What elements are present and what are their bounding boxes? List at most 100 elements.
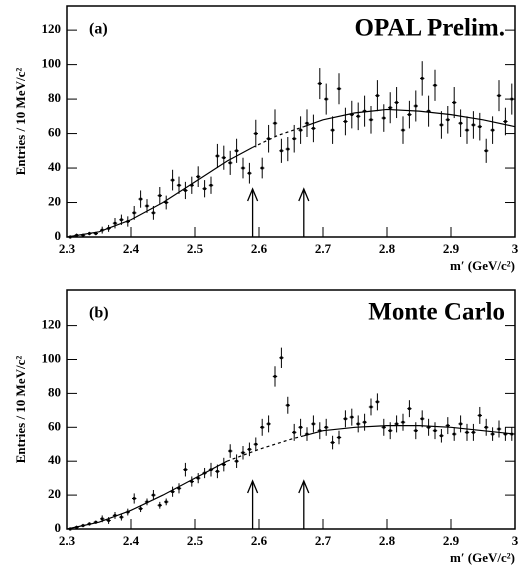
data-point — [331, 128, 334, 132]
data-point — [100, 517, 104, 521]
data-point — [209, 468, 213, 471]
data-point — [427, 425, 430, 429]
data-point — [376, 94, 379, 97]
data-point — [465, 431, 469, 434]
data-point — [209, 183, 213, 187]
data-point — [318, 82, 322, 85]
data-point — [68, 235, 72, 239]
data-point — [401, 128, 405, 132]
x-tick-label: 2.6 — [251, 533, 268, 548]
data-point — [363, 420, 366, 424]
data-point — [107, 519, 110, 522]
data-point — [497, 94, 501, 97]
x-tick-label: 2.4 — [123, 241, 140, 256]
data-point — [235, 459, 238, 463]
arrow-head — [298, 187, 310, 202]
data-point — [222, 463, 226, 466]
data-point — [113, 514, 117, 517]
data-point — [388, 429, 392, 432]
data-point — [184, 468, 187, 471]
y-tick-label: 80 — [48, 90, 61, 105]
data-point — [504, 120, 507, 123]
data-point — [446, 118, 450, 122]
data-point — [248, 448, 251, 451]
data-point — [184, 189, 187, 192]
data-point — [164, 201, 168, 204]
fit-curve — [66, 146, 253, 238]
x-tick-label: 2.5 — [187, 533, 204, 548]
data-point — [113, 221, 117, 225]
data-point — [465, 128, 469, 132]
x-tick-label: 3 — [512, 241, 519, 256]
data-point — [440, 123, 443, 127]
data-point — [88, 232, 91, 235]
data-point — [273, 375, 277, 378]
data-point — [478, 414, 482, 417]
data-point — [318, 429, 322, 432]
x-tick-label: 2.8 — [379, 533, 396, 548]
data-point — [216, 470, 219, 473]
data-point — [452, 432, 456, 436]
data-point — [132, 497, 136, 500]
data-point — [312, 422, 315, 426]
data-point — [228, 449, 232, 453]
data-point — [120, 515, 123, 519]
data-point — [446, 424, 450, 427]
data-point — [433, 429, 437, 432]
data-point — [420, 77, 424, 80]
data-point — [337, 436, 341, 439]
y-tick-label: 0 — [55, 520, 62, 535]
data-point — [350, 113, 354, 116]
data-point — [145, 204, 149, 208]
data-point — [152, 493, 155, 497]
panel-title: Monte Carlo — [368, 299, 505, 326]
data-point — [363, 109, 366, 113]
data-point — [81, 233, 85, 237]
data-point — [324, 425, 328, 429]
data-point — [433, 83, 437, 87]
data-point — [177, 183, 181, 187]
y-tick-label: 120 — [42, 317, 62, 332]
data-point — [158, 194, 162, 197]
data-point — [382, 116, 386, 120]
data-point — [408, 113, 411, 116]
data-point — [292, 431, 296, 434]
fit-curve — [303, 108, 516, 128]
data-point — [280, 149, 283, 153]
data-point — [222, 156, 226, 160]
data-point — [260, 166, 264, 170]
data-point — [100, 228, 104, 232]
data-point — [139, 507, 142, 510]
data-point — [427, 109, 430, 113]
data-point — [190, 183, 194, 187]
data-point — [369, 118, 373, 122]
data-point — [68, 527, 72, 531]
x-tick-label: 2.7 — [315, 533, 332, 548]
data-point — [472, 431, 475, 434]
data-point — [139, 197, 142, 201]
data-point — [459, 121, 462, 125]
y-tick-label: 20 — [48, 486, 61, 501]
data-point — [356, 422, 360, 426]
data-point — [350, 415, 354, 419]
data-point — [248, 171, 251, 175]
data-point — [254, 132, 258, 135]
plot-frame — [66, 289, 516, 530]
data-point — [273, 121, 277, 125]
data-point — [497, 427, 501, 431]
data-point — [216, 154, 219, 158]
data-point — [452, 101, 456, 104]
data-point — [158, 503, 162, 507]
data-point — [408, 407, 411, 410]
data-point — [337, 87, 341, 91]
data-point — [472, 123, 475, 127]
data-point — [254, 442, 258, 446]
data-point — [228, 161, 232, 165]
data-point — [395, 101, 398, 104]
fit-curve — [252, 126, 304, 148]
data-point — [241, 166, 245, 170]
x-tick-label: 2.7 — [315, 241, 332, 256]
data-point — [203, 471, 206, 475]
data-point — [459, 422, 462, 426]
panel-label: (a) — [89, 21, 108, 38]
